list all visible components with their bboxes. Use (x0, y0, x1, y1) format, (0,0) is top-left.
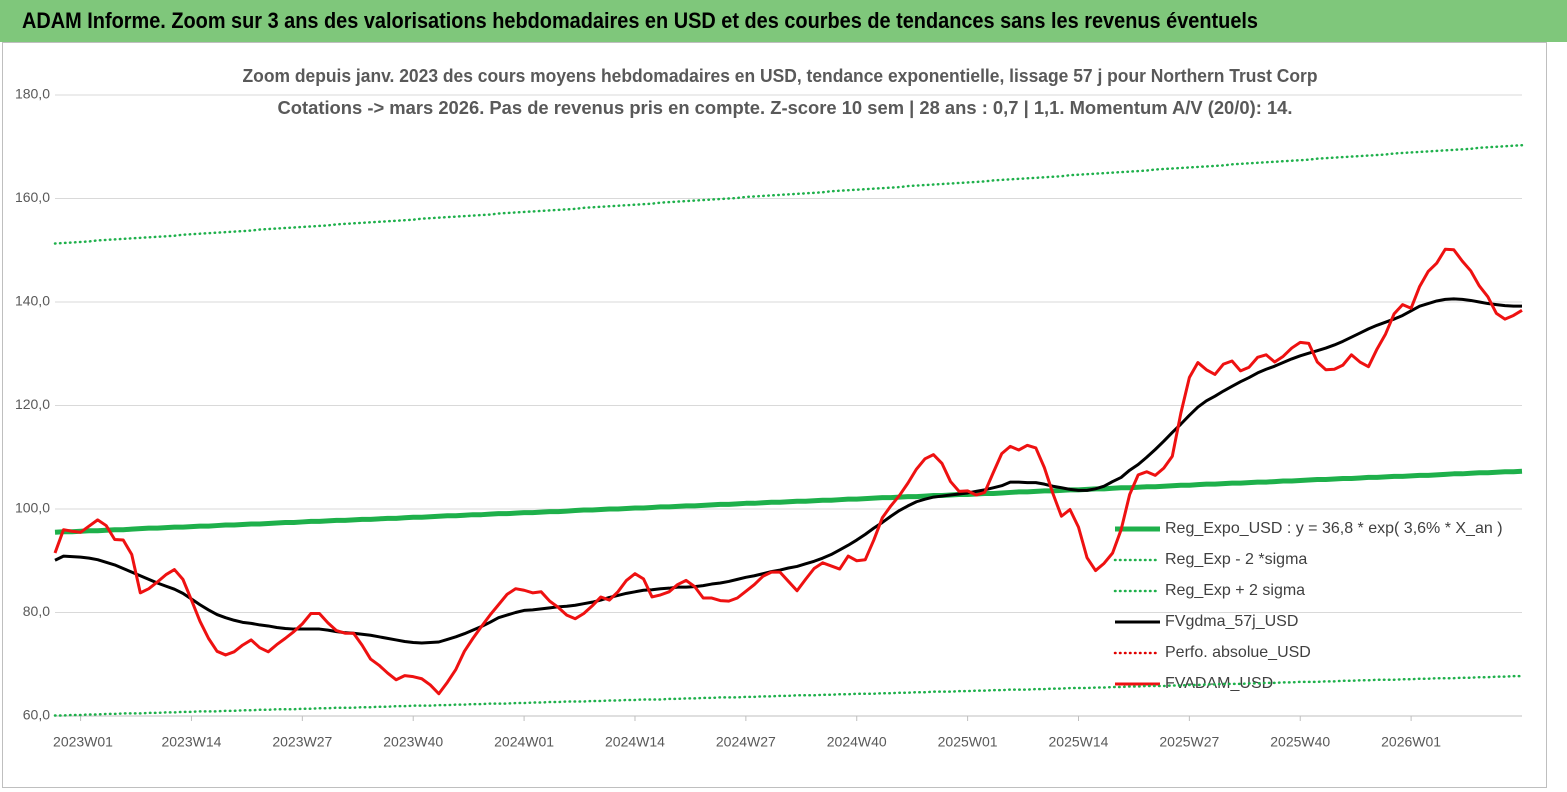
x-tick-label: 2023W14 (161, 734, 221, 750)
y-tick-label: 180,0 (15, 86, 50, 102)
legend-label: FVgdma_57j_USD (1165, 613, 1298, 630)
chart-subtitle: Cotations -> mars 2026. Pas de revenus p… (278, 98, 1293, 118)
x-tick-label: 2025W01 (938, 734, 998, 750)
x-tick-label: 2023W40 (383, 734, 443, 750)
x-tick-label: 2024W14 (605, 734, 665, 750)
x-tick-label: 2023W27 (272, 734, 332, 750)
chart-frame (2, 42, 1547, 788)
series-line (54, 297, 1522, 645)
x-tick-label: 2025W14 (1049, 734, 1109, 750)
y-tick-label: 60,0 (23, 707, 50, 723)
x-tick-label: 2023W01 (53, 734, 113, 750)
y-tick-label: 160,0 (15, 189, 50, 205)
x-tick-label: 2024W27 (716, 734, 776, 750)
legend-label: Perfo. absolue_USD (1165, 644, 1311, 661)
series-line (53, 143, 1524, 245)
banner (0, 0, 1567, 42)
series-line (54, 468, 1523, 535)
y-tick-label: 120,0 (15, 396, 50, 412)
legend-label: Reg_Exp - 2 *sigma (1165, 551, 1307, 568)
legend-label: Reg_Expo_USD : y = 36,8 * exp( 3,6% * X_… (1165, 520, 1503, 537)
legend-label: Reg_Exp + 2 sigma (1165, 582, 1305, 599)
series-line (53, 674, 1524, 717)
y-tick-label: 80,0 (23, 603, 50, 619)
y-tick-label: 100,0 (15, 500, 50, 516)
series-line (53, 247, 1523, 696)
x-tick-label: 2024W01 (494, 734, 554, 750)
x-tick-label: 2025W27 (1159, 734, 1219, 750)
x-tick-label: 2024W40 (827, 734, 887, 750)
chart-title: Zoom depuis janv. 2023 des cours moyens … (243, 66, 1318, 86)
x-tick-label: 2025W40 (1270, 734, 1330, 750)
banner-title: ADAM Informe. Zoom sur 3 ans des valoris… (22, 8, 1258, 33)
y-tick-label: 140,0 (15, 293, 50, 309)
x-tick-label: 2026W01 (1381, 734, 1441, 750)
